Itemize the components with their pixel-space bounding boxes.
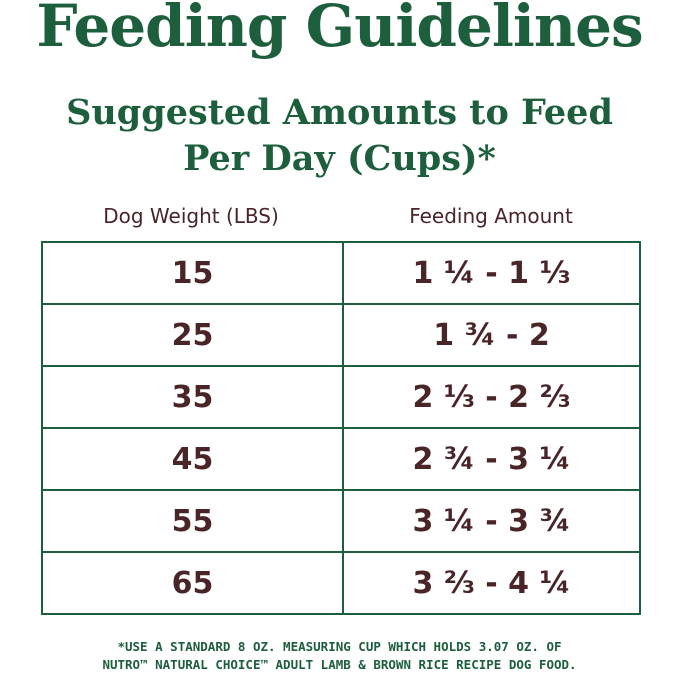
header-dog-weight: Dog Weight (LBS) [103, 204, 279, 228]
subtitle: Suggested Amounts to Feed Per Day (Cups)… [0, 90, 679, 182]
weight-cell: 15 [41, 241, 344, 305]
footnote-line-2: NUTRO™ NATURAL CHOICE™ ADULT LAMB & BROW… [102, 657, 577, 672]
footnote-line-1: *USE A STANDARD 8 OZ. MEASURING CUP WHIC… [117, 639, 562, 654]
amount-cell: 1 ¼ - 1 ⅓ [342, 241, 641, 305]
footnote: *USE A STANDARD 8 OZ. MEASURING CUP WHIC… [0, 638, 679, 674]
amount-cell: 2 ⅓ - 2 ⅔ [342, 365, 641, 429]
table-row: 15 1 ¼ - 1 ⅓ [41, 241, 641, 305]
weight-cell: 35 [41, 365, 344, 429]
feeding-table: 15 1 ¼ - 1 ⅓ 25 1 ¾ - 2 35 2 ⅓ - 2 ⅔ 45 2 ¾ … [41, 241, 641, 615]
table-row: 55 3 ¼ - 3 ¾ [41, 489, 641, 553]
amount-cell: 1 ¾ - 2 [342, 303, 641, 367]
amount-cell: 2 ¾ - 3 ¼ [342, 427, 641, 491]
weight-cell: 25 [41, 303, 344, 367]
subtitle-line-1: Suggested Amounts to Feed [66, 92, 613, 133]
table-row: 25 1 ¾ - 2 [41, 303, 641, 367]
amount-cell: 3 ¼ - 3 ¾ [342, 489, 641, 553]
weight-cell: 45 [41, 427, 344, 491]
subtitle-line-2: Per Day (Cups)* [183, 138, 496, 179]
table-row: 35 2 ⅓ - 2 ⅔ [41, 365, 641, 429]
weight-cell: 55 [41, 489, 344, 553]
weight-cell: 65 [41, 551, 344, 615]
table-row: 45 2 ¾ - 3 ¼ [41, 427, 641, 491]
header-feeding-amount: Feeding Amount [409, 204, 573, 228]
table-row: 65 3 ⅔ - 4 ¼ [41, 551, 641, 615]
amount-cell: 3 ⅔ - 4 ¼ [342, 551, 641, 615]
page-title: Feeding Guidelines [36, 0, 643, 60]
